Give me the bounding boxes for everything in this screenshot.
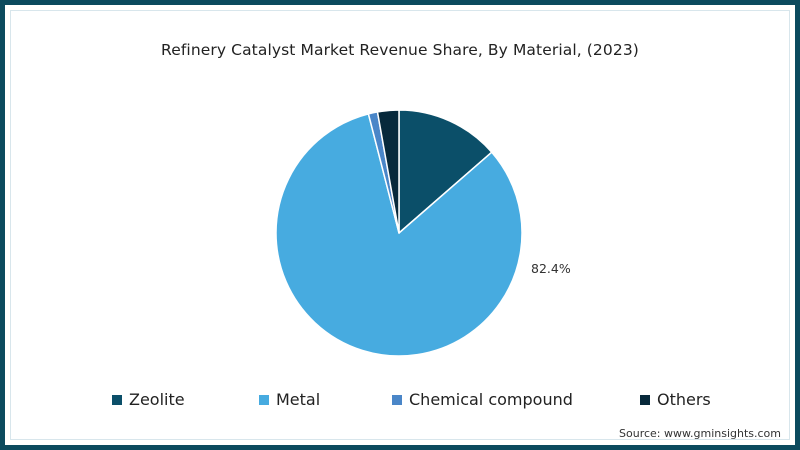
legend-label: Chemical compound	[409, 390, 573, 409]
metal-data-label: 82.4%	[531, 261, 571, 276]
legend-item-zeolite: Zeolite	[112, 390, 185, 409]
legend: Zeolite Metal Chemical compound Others	[0, 390, 800, 412]
inner-border	[10, 10, 790, 440]
chemical-compound-swatch-icon	[392, 394, 402, 405]
legend-label: Others	[657, 390, 711, 409]
source-note: Source: www.gminsights.com	[619, 427, 781, 440]
pie-slice-zeolite	[398, 109, 493, 234]
legend-item-chemical-compound: Chemical compound	[392, 390, 573, 409]
zeolite-swatch-icon	[112, 394, 122, 405]
legend-item-metal: Metal	[259, 390, 320, 409]
legend-item-others: Others	[640, 390, 711, 409]
metal-swatch-icon	[259, 394, 269, 405]
chart-title: Refinery Catalyst Market Revenue Share, …	[161, 41, 639, 59]
legend-label: Metal	[276, 390, 321, 409]
pie-slice-metal	[275, 113, 523, 357]
others-swatch-icon	[640, 394, 650, 405]
pie-slice-others	[376, 109, 400, 234]
legend-label: Zeolite	[129, 390, 185, 409]
